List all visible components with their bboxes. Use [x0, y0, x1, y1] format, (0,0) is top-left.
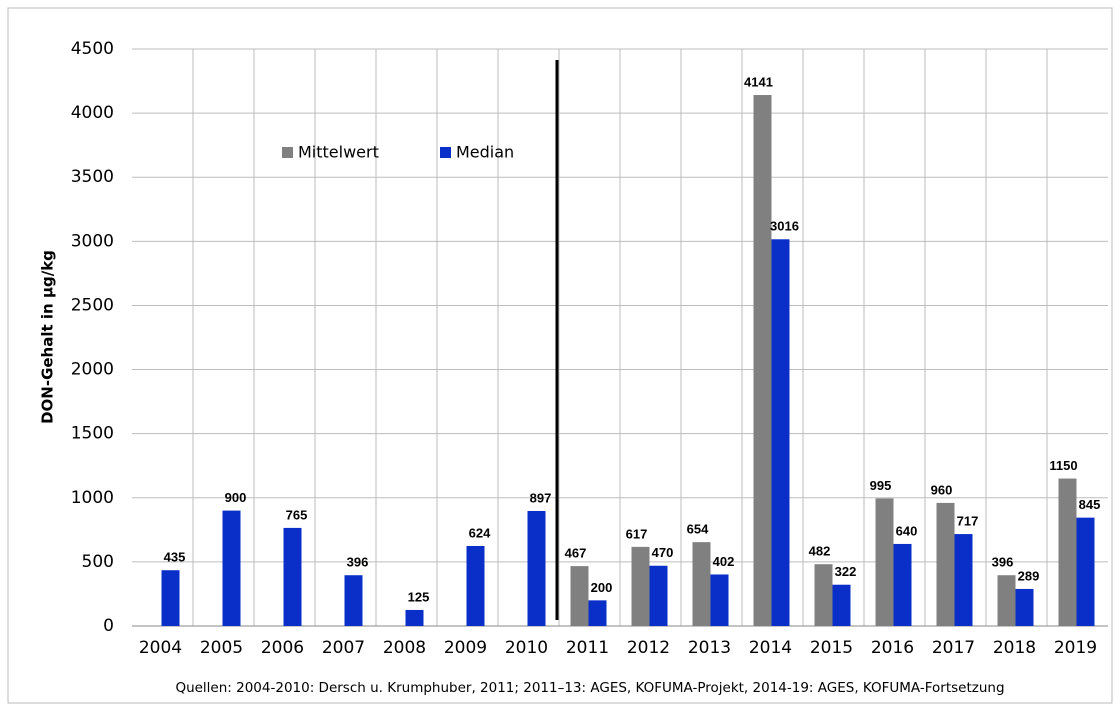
bar	[832, 584, 851, 626]
x-tick-label: 2005	[200, 638, 243, 658]
bar	[893, 543, 912, 626]
bar	[710, 574, 729, 626]
value-label: 617	[626, 526, 648, 541]
bar	[161, 570, 180, 626]
value-label: 289	[1018, 568, 1040, 583]
x-tick-label: 2009	[444, 638, 487, 658]
bar	[344, 575, 363, 626]
bar	[283, 527, 302, 626]
value-label: 470	[652, 545, 674, 560]
value-label: 995	[870, 478, 892, 493]
y-tick-label: 3500	[71, 167, 114, 187]
x-tick-label: 2004	[139, 638, 182, 658]
x-tick-label: 2007	[322, 638, 365, 658]
legend-swatch	[282, 147, 293, 158]
y-tick-label: 1500	[71, 424, 114, 444]
x-tick-label: 2017	[932, 638, 975, 658]
bar	[771, 239, 790, 626]
value-label: 322	[835, 564, 857, 579]
bar	[936, 502, 955, 626]
value-label: 900	[225, 490, 247, 505]
bar	[1015, 588, 1034, 626]
value-label: 640	[896, 523, 918, 538]
x-tick-label: 2019	[1054, 638, 1097, 658]
bar	[954, 534, 973, 626]
legend-swatch	[440, 147, 451, 158]
y-tick-label: 500	[82, 552, 114, 572]
x-tick-label: 2016	[871, 638, 914, 658]
value-label: 402	[713, 554, 735, 569]
bar	[692, 542, 711, 626]
y-tick-label: 4500	[71, 39, 114, 59]
legend-label: Median	[456, 143, 514, 162]
y-axis-label: DON-Gehalt in µg/kg	[39, 250, 57, 424]
y-tick-label: 4000	[71, 103, 114, 123]
value-label: 624	[469, 525, 491, 540]
bar	[405, 609, 424, 626]
bar	[814, 564, 833, 626]
x-tick-label: 2010	[505, 638, 548, 658]
x-tick-label: 2006	[261, 638, 304, 658]
legend-label: Mittelwert	[298, 143, 379, 162]
bar	[466, 545, 485, 626]
frame	[7, 7, 1113, 704]
value-label: 435	[164, 550, 186, 565]
value-label: 125	[408, 589, 430, 604]
y-tick-label: 1000	[71, 488, 114, 508]
bar	[1058, 478, 1077, 626]
bar	[588, 600, 607, 626]
y-tick-label: 0	[103, 616, 114, 636]
value-label: 845	[1079, 497, 1101, 512]
bar	[527, 510, 546, 626]
value-label: 3016	[770, 219, 799, 234]
bar	[222, 510, 241, 626]
x-tick-label: 2015	[810, 638, 853, 658]
bar	[753, 95, 772, 626]
value-label: 200	[591, 580, 613, 595]
value-label: 396	[347, 555, 369, 570]
value-label: 960	[931, 482, 953, 497]
value-label: 4141	[744, 74, 773, 89]
x-tick-label: 2011	[566, 638, 609, 658]
value-label: 467	[565, 546, 587, 561]
bar	[997, 575, 1016, 626]
bar	[875, 498, 894, 626]
value-label: 482	[809, 544, 831, 559]
x-tick-label: 2008	[383, 638, 426, 658]
bar	[649, 565, 668, 626]
value-label: 654	[687, 522, 709, 537]
value-label: 396	[992, 555, 1014, 570]
value-label: 765	[286, 507, 308, 522]
bar	[570, 566, 589, 626]
source-note: Quellen: 2004-2010: Dersch u. Krumphuber…	[175, 680, 1004, 696]
value-label: 897	[530, 490, 552, 505]
y-tick-label: 3000	[71, 231, 114, 251]
bar	[1076, 517, 1095, 626]
x-tick-label: 2013	[688, 638, 731, 658]
x-tick-label: 2018	[993, 638, 1036, 658]
x-tick-label: 2014	[749, 638, 792, 658]
bar	[631, 546, 650, 626]
x-tick-label: 2012	[627, 638, 670, 658]
y-tick-label: 2500	[71, 295, 114, 315]
value-label: 1150	[1049, 458, 1077, 473]
value-label: 717	[957, 514, 979, 529]
y-tick-label: 2000	[71, 360, 114, 380]
